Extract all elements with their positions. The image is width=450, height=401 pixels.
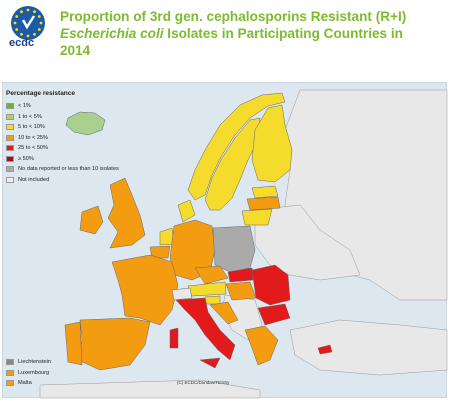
legend-swatch [6,359,14,366]
small-state-label: Liechtenstein [18,359,51,366]
legend: < 1% 1 to < 5% 5 to < 10% 10 to < 25% 25… [6,101,119,185]
title-line1: Proportion of 3rd gen. cephalosporins Re… [60,9,407,24]
country-belarus-ukraine [254,204,361,281]
country-ireland [79,205,104,235]
country-turkey [289,319,448,376]
map-credit: (C) ECDC/Dundas/TESSy [177,380,230,385]
country-greece [244,325,279,366]
legend-item: ≥ 50% [6,154,119,165]
country-france [111,254,179,326]
legend-swatch [6,134,14,141]
country-lithuania [241,208,273,226]
legend-label: Not included [18,176,50,183]
legend-item: 5 to < 10% [6,122,119,133]
legend-label: < 1% [18,103,31,110]
legend-item: Not included [6,175,119,186]
country-iceland [65,111,106,136]
legend-label: No data reported or less than 10 isolate… [18,166,119,173]
country-latvia [246,196,281,211]
small-state-item: Malta [6,378,51,389]
legend-swatch [6,155,14,162]
country-slovakia [227,267,254,283]
country-finland [251,104,293,183]
country-spain [77,317,151,371]
country-united-kingdom [107,177,146,249]
title-year: 2014 [60,43,91,58]
eu-flag-icon [11,6,45,40]
legend-swatch [6,145,14,152]
country-croatia [209,301,239,325]
country-north-africa [39,379,261,399]
legend-swatch [6,176,14,183]
map-title: Proportion of 3rd gen. cephalosporins Re… [60,8,445,59]
legend-swatch [6,380,14,387]
ecdc-logo: ecdc [3,3,53,49]
title-organism: Escherichia coli [60,26,164,41]
small-state-item: Luxembourg [6,368,51,379]
country-austria [187,281,227,297]
small-state-item: Liechtenstein [6,357,51,368]
country-romania [251,264,291,306]
country-norway [187,92,286,201]
country-sardinia [169,327,179,349]
country-denmark [177,199,196,223]
country-belgium [149,245,171,259]
legend-item: No data reported or less than 10 isolate… [6,164,119,175]
country-italy [175,297,236,361]
country-czech-republic [194,265,229,285]
country-sicily [199,357,221,369]
legend-title: Percentage resistance [6,90,76,97]
country-cyprus [317,344,333,355]
legend-item: 10 to < 25% [6,133,119,144]
country-bulgaria [257,303,291,326]
legend-item: 25 to < 50% [6,143,119,154]
country-portugal [64,321,83,366]
legend-label: ≥ 50% [18,155,34,162]
small-state-label: Malta [18,380,32,387]
legend-item: < 1% [6,101,119,112]
legend-label: 10 to < 25% [18,134,49,141]
legend-item: 1 to < 5% [6,112,119,123]
legend-label: 1 to < 5% [18,113,42,120]
legend-swatch [6,124,14,131]
title-line2: Isolates in Participating Countries in [163,26,403,41]
logo-text: ecdc [9,37,35,49]
legend-label: 25 to < 50% [18,145,49,152]
legend-swatch [6,166,14,173]
small-states-legend: Liechtenstein Luxembourg Malta [6,357,51,389]
small-state-label: Luxembourg [18,369,50,376]
country-switzerland [171,287,193,301]
country-poland [212,225,256,273]
legend-swatch [6,103,14,110]
legend-swatch [6,369,14,376]
country-slovenia [204,295,221,305]
header: ecdc Proportion of 3rd gen. cephalospori… [0,0,450,70]
legend-label: 5 to < 10% [18,124,45,131]
legend-swatch [6,113,14,120]
country-estonia [251,185,279,199]
